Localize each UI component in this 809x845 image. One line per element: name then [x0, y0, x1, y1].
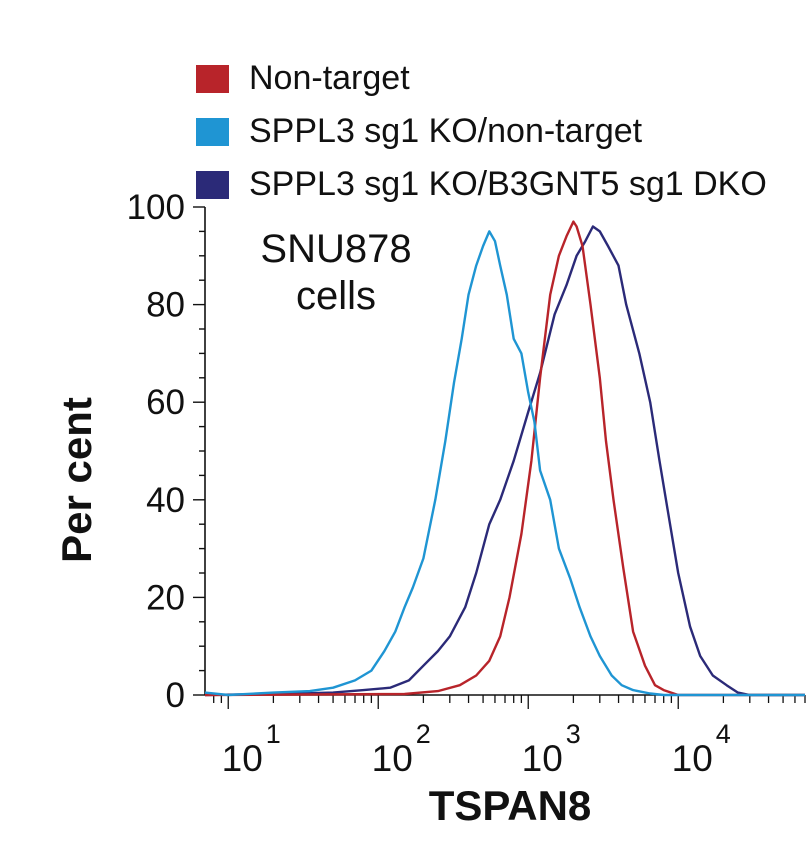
series-line-sppl3-sg1-ko-b3gnt5-sg1-dko: [204, 225, 805, 697]
series-line-non-target: [204, 220, 805, 697]
legend-item-non-target: Non-target: [196, 52, 767, 105]
y-tick-label: 20: [146, 578, 185, 617]
y-tick-label: 0: [166, 676, 185, 715]
y-axis-label: Per cent: [53, 397, 100, 563]
x-tick-exponent: 1: [266, 719, 281, 749]
x-tick-exponent: 3: [566, 719, 581, 749]
annotation-line-1: SNU878: [260, 227, 412, 271]
x-tick-label: 10: [672, 738, 713, 779]
x-tick-exponent: 4: [716, 719, 731, 749]
series-line-sppl3-sg1-ko-non-target: [204, 230, 805, 697]
x-tick-label: 10: [522, 738, 563, 779]
legend-item-dko: SPPL3 sg1 KO/B3GNT5 sg1 DKO: [196, 158, 767, 211]
x-axis-label: TSPAN8: [428, 782, 592, 829]
y-tick-label: 60: [146, 383, 185, 422]
legend-item-ko-non-target: SPPL3 sg1 KO/non-target: [196, 105, 767, 158]
legend-swatch-dko: [196, 170, 229, 199]
legend-label-ko-non-target: SPPL3 sg1 KO/non-target: [249, 112, 643, 150]
legend-label-non-target: Non-target: [249, 59, 410, 97]
legend-swatch-ko-non-target: [196, 117, 229, 146]
legend: Non-target SPPL3 sg1 KO/non-target SPPL3…: [196, 52, 767, 211]
series-layer: [204, 220, 805, 697]
y-axis-label-wrap: Per cent: [52, 380, 102, 580]
cell-line-annotation: SNU878 cells: [236, 226, 436, 320]
y-tick-label: 40: [146, 481, 185, 520]
x-tick-label: 10: [372, 738, 413, 779]
y-axis: 0 20 40 60 80 100: [127, 188, 206, 715]
annotation-line-2: cells: [295, 274, 377, 318]
legend-swatch-non-target: [196, 64, 229, 93]
y-tick-label: 80: [146, 286, 185, 325]
x-tick-label: 10: [222, 738, 263, 779]
y-tick-label: 100: [127, 188, 185, 227]
x-tick-exponent: 2: [416, 719, 431, 749]
legend-label-dko: SPPL3 sg1 KO/B3GNT5 sg1 DKO: [249, 165, 767, 203]
